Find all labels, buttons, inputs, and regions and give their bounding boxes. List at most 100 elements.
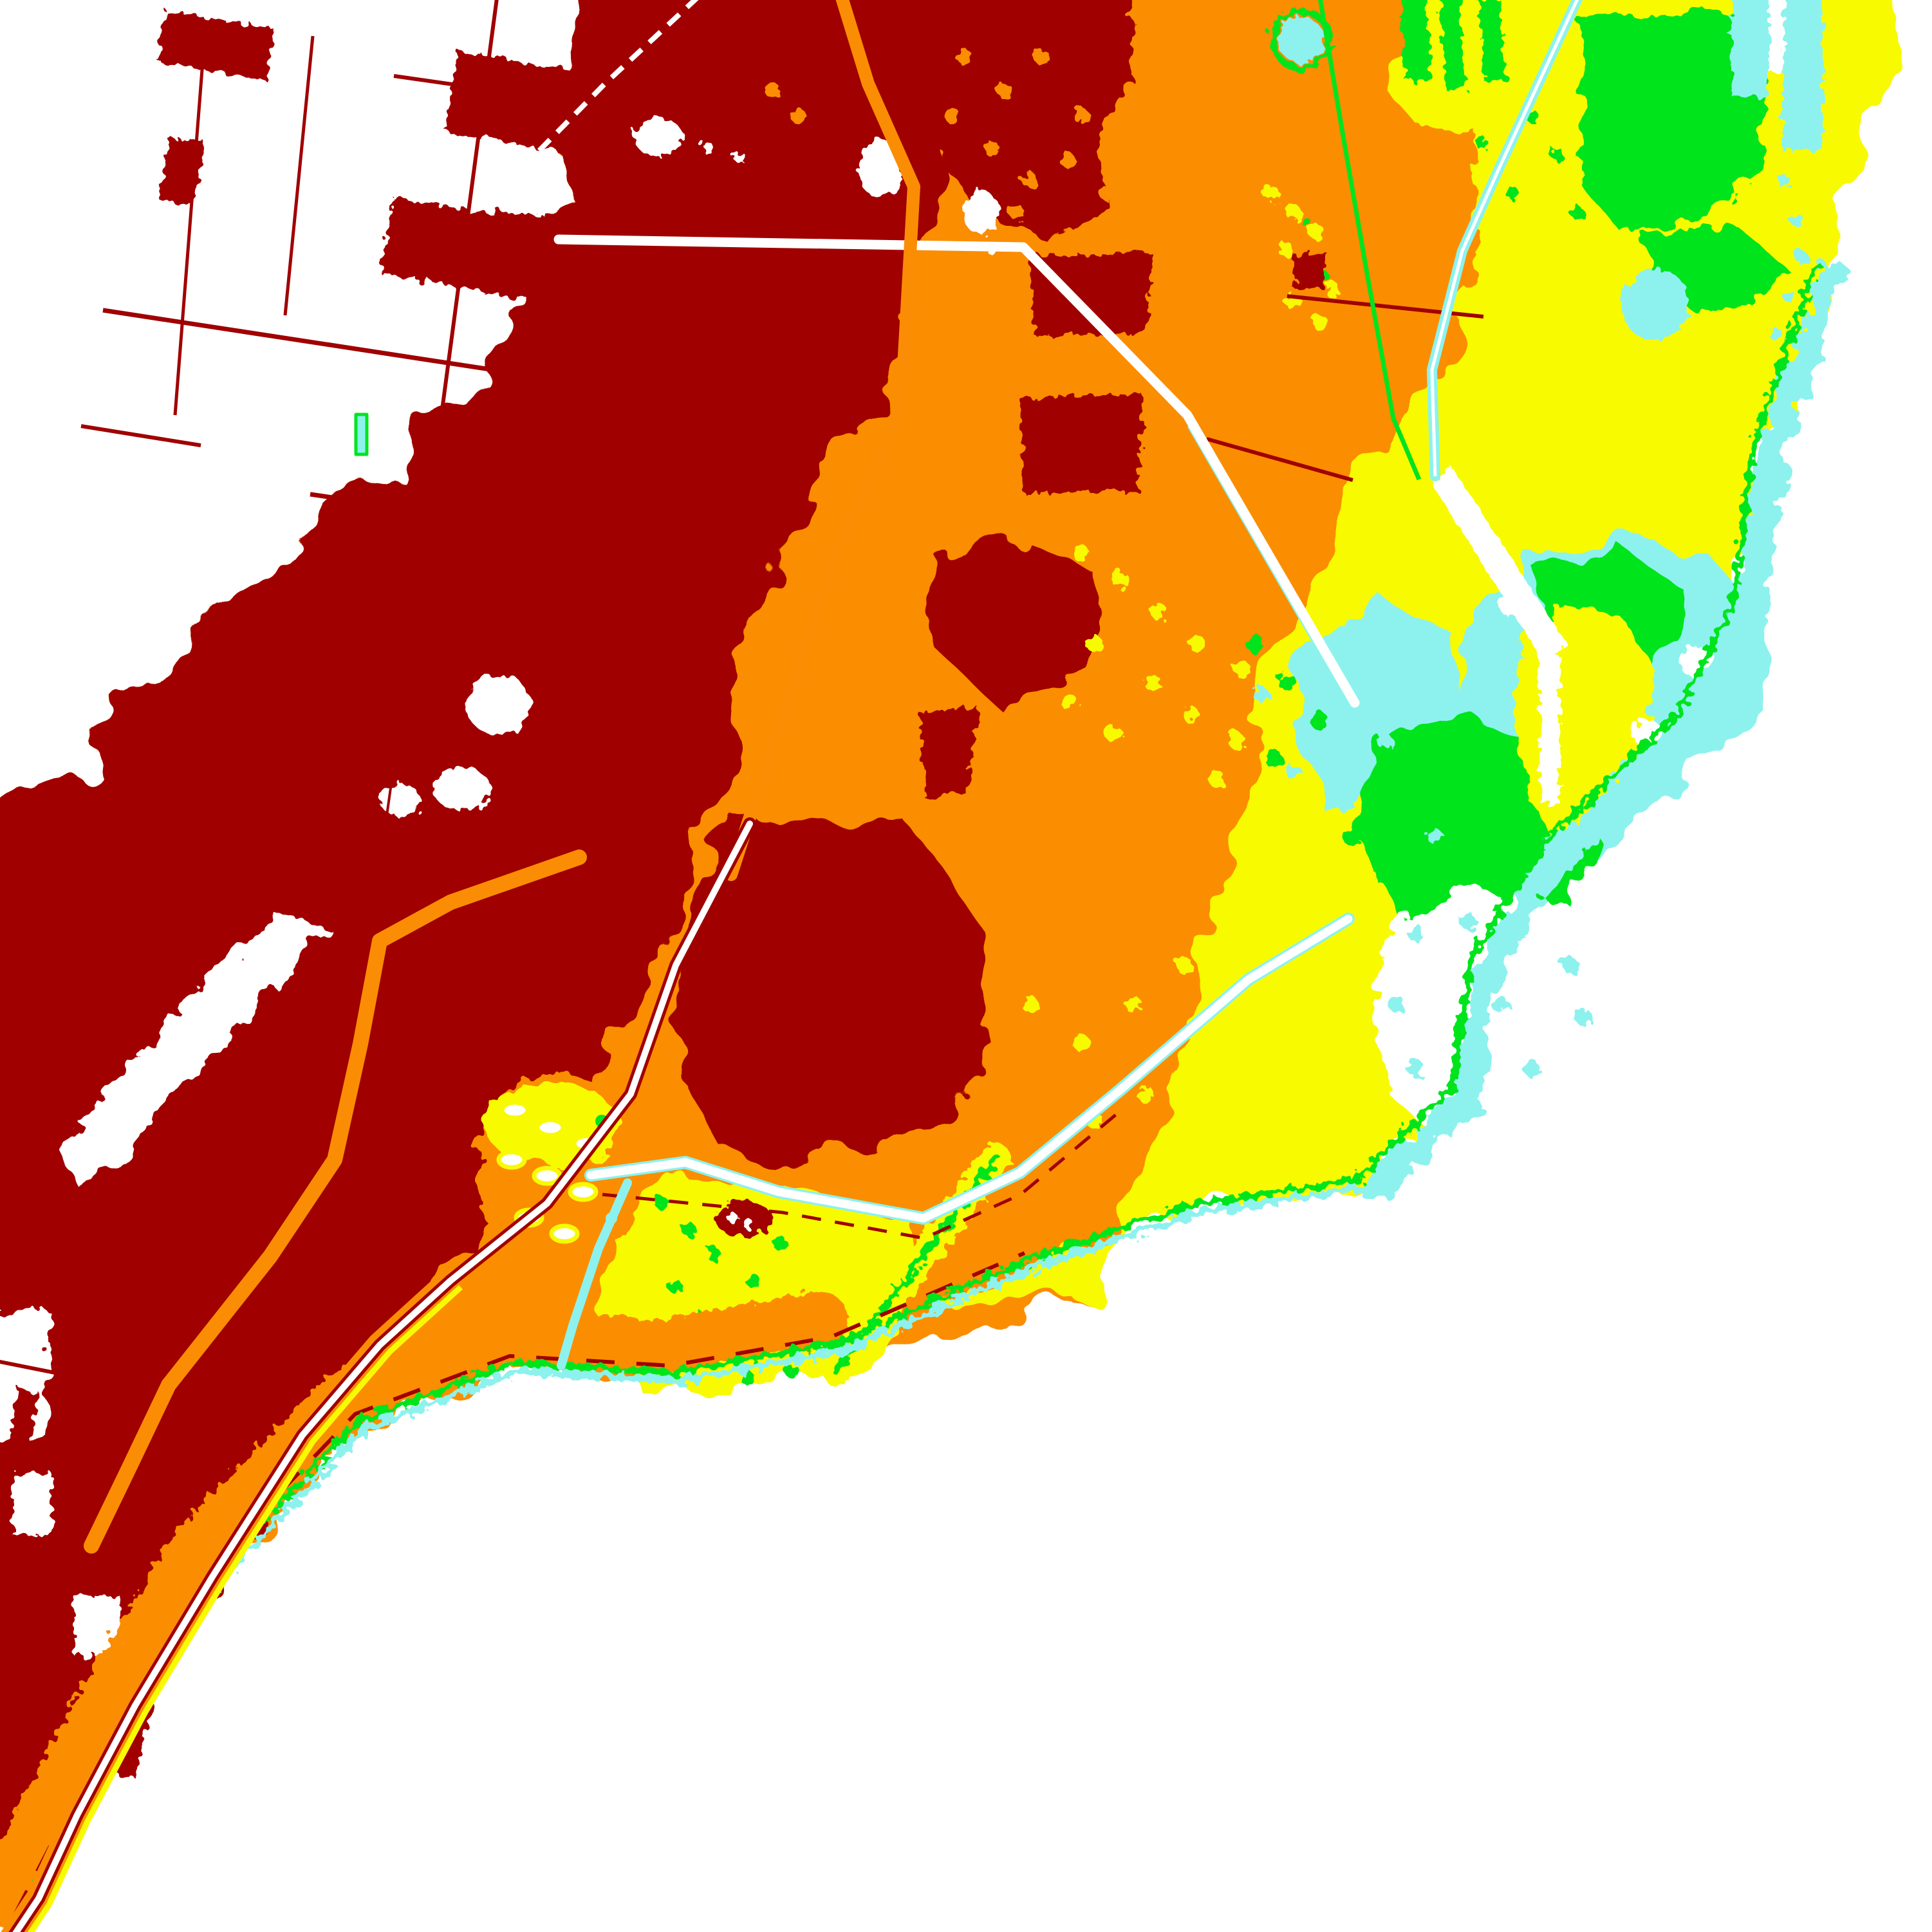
speckle-yellow-dot — [1279, 243, 1295, 259]
speckle-yellow-dot — [1060, 693, 1077, 710]
speckle-green-dot — [785, 1364, 799, 1378]
cyan-edge-fringe — [1359, 259, 1847, 1202]
speckle-green-dot — [682, 1222, 696, 1236]
green-strip — [1439, 0, 1466, 91]
speckle-orange-dot — [765, 82, 780, 98]
speckle-white-dot — [727, 1212, 738, 1223]
cyan-pond-ring — [1270, 8, 1333, 71]
white-gap — [13, 1474, 53, 1535]
dark-red-fleck — [1292, 252, 1327, 291]
highway-white-road — [12, 821, 753, 1932]
white-inlet — [1371, 889, 1623, 1153]
field-boundary-line — [212, 620, 583, 677]
speckle-cyan-dot — [1286, 765, 1301, 780]
speckle-yellow — [1021, 545, 1283, 1128]
speckle-orange-dot — [790, 108, 806, 124]
speckle-white — [638, 123, 1000, 257]
speckle-yellow-dot — [1312, 314, 1327, 330]
cyan-pond — [1278, 17, 1324, 63]
field-boundary-line — [173, 44, 206, 416]
field-boundary-line — [393, 74, 701, 122]
speckle-yellow-dot — [1073, 1034, 1090, 1051]
speckle-yellow-dot — [1182, 706, 1199, 723]
speckle-orange-dot — [1035, 50, 1050, 66]
pond — [532, 1166, 562, 1186]
dark-red-block — [936, 0, 1135, 237]
speckle-orange — [765, 50, 1115, 220]
speckle-green-dot — [1265, 750, 1283, 768]
speckle-white-dot — [638, 123, 649, 135]
field-block — [157, 10, 274, 80]
speckle-yellow-dot — [1144, 674, 1160, 691]
speckle-cyan-dot — [1789, 212, 1802, 225]
speckle-yellow-dot — [1266, 693, 1283, 710]
field-block — [181, 691, 259, 803]
green-strip — [1478, 0, 1507, 82]
speckle-yellow-dot — [1021, 996, 1038, 1012]
speckle-cyan-dot — [1254, 687, 1269, 703]
speckle-orange-dot — [1061, 153, 1076, 169]
speckle-green-dot — [1506, 187, 1519, 200]
orange-road — [725, 0, 920, 881]
green-vegetation — [1578, 12, 1765, 233]
speckle-yellow-dot — [1189, 635, 1205, 652]
speckle-orange-dot — [1022, 172, 1037, 188]
speckle-cyan-dot — [1575, 1008, 1592, 1025]
speckle-green-dot — [746, 1274, 760, 1288]
field-boundary-line — [310, 492, 651, 546]
white-road-band — [1430, 469, 1566, 664]
white-gap — [433, 768, 491, 810]
speckle-cyan-dot — [1776, 174, 1789, 187]
field-block — [10, 1389, 39, 1444]
speckle-yellow-dot — [1124, 996, 1141, 1012]
speckle-yellow-dot — [1324, 282, 1340, 297]
speckle-green — [1246, 635, 1457, 884]
speckle-cyan — [1770, 174, 1808, 341]
speckle-yellow-dot — [1105, 725, 1122, 742]
speckle-green-dot — [1310, 712, 1328, 730]
field-boundary-line — [283, 35, 315, 316]
speckle-green — [1474, 109, 1583, 219]
speckle-cyan-dot — [1783, 290, 1796, 302]
speckle-yellow-dot — [1208, 770, 1225, 787]
speckle-cyan-dot — [1796, 251, 1808, 264]
white-gap — [1498, 593, 1527, 617]
south-white-road — [586, 915, 1353, 1223]
white-gap — [465, 672, 529, 734]
speckle-yellow-dot — [1073, 545, 1090, 562]
south-road-red-dash — [602, 1110, 1122, 1240]
speckle-green-dot — [707, 1248, 721, 1262]
speckle-yellow-dot — [1234, 661, 1250, 678]
speckle-green-dot — [1375, 866, 1393, 884]
field-boundary-line — [102, 308, 651, 396]
speckle-green-dot — [1246, 635, 1264, 653]
speckle-white-dot — [702, 142, 714, 154]
dark-red-block — [932, 543, 1099, 712]
speckle-yellow-dot — [1308, 224, 1324, 239]
cyan-sliver — [354, 413, 369, 456]
speckle-green-dot — [1474, 135, 1487, 148]
canal-green-line — [1318, 0, 1422, 481]
speckle-orange-dot — [983, 140, 999, 156]
pond — [535, 1117, 566, 1138]
highway-yellow-line — [27, 1285, 463, 1932]
field-block — [519, 489, 555, 553]
dark-red-block — [919, 707, 978, 799]
dark-red-region — [0, 0, 961, 1907]
pond — [549, 1223, 580, 1244]
canal-to-coast — [557, 1178, 632, 1370]
speckle-orange-dot — [996, 82, 1012, 98]
pond — [568, 1182, 599, 1202]
orange-road — [84, 850, 587, 1554]
speckle-white-dot — [734, 152, 746, 163]
orange-field-block — [1287, 125, 1478, 302]
speckle-green-dot — [772, 1235, 786, 1249]
canal-road-core — [1430, 0, 1579, 477]
white-road-band — [1539, 655, 1560, 803]
speckle-cyan-dot — [1337, 797, 1353, 812]
speckle-green-dot — [669, 1280, 683, 1294]
speckle-green-dot — [1570, 206, 1583, 219]
